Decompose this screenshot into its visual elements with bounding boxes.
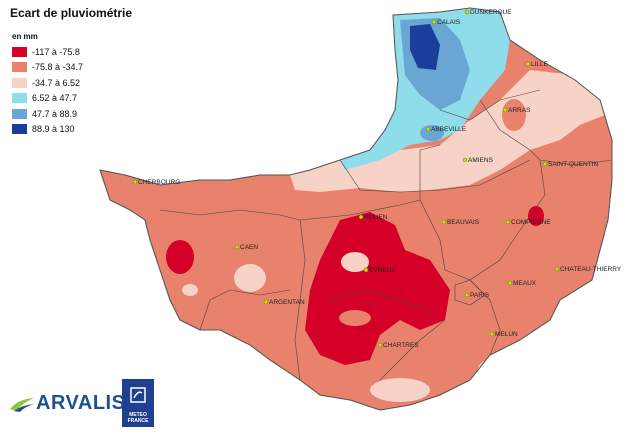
zone-hole-2 bbox=[339, 310, 371, 326]
region-outline bbox=[99, 7, 613, 411]
meteo-france-text: METEO FRANCE bbox=[122, 412, 154, 424]
zone-light-pink-s1 bbox=[234, 264, 266, 292]
city-label-saint-quentin: SAINT-QUENTIN bbox=[548, 161, 599, 168]
city-label-caen: CAEN bbox=[240, 244, 258, 251]
zone-dark-red-center bbox=[305, 212, 450, 365]
city-label-arras: ARRAS bbox=[508, 107, 531, 114]
legend-item: -75.8 à -34.7 bbox=[12, 60, 83, 76]
city-label-meaux: MEAUX bbox=[513, 280, 537, 287]
city-argentan[interactable]: ARGENTAN bbox=[263, 299, 305, 306]
city-label-paris: PARIS bbox=[470, 292, 490, 299]
zone-dark-blue bbox=[410, 24, 440, 70]
city-label-cherbourg: CHERBOURG bbox=[138, 179, 180, 186]
city-label-chateau-thierry: CHATEAU-THIERRY bbox=[560, 266, 622, 273]
legend-item: 6.52 à 47.7 bbox=[12, 91, 83, 107]
zone-dark-red-east bbox=[528, 206, 544, 226]
legend-swatch bbox=[12, 46, 27, 57]
city-amiens[interactable]: AMIENS bbox=[462, 157, 494, 164]
zone-hole-1 bbox=[341, 252, 369, 272]
legend-swatch bbox=[12, 124, 27, 135]
city-lille[interactable]: LILLE bbox=[525, 61, 549, 68]
meteo-line1: METEO bbox=[129, 412, 147, 418]
city-cherbourg[interactable]: CHERBOURG bbox=[132, 179, 180, 186]
meteo-france-logo: METEO FRANCE bbox=[122, 379, 154, 427]
legend-label: -34.7 à 6.52 bbox=[32, 77, 81, 88]
legend-item: 88.9 à 130 bbox=[12, 122, 83, 138]
legend-swatch bbox=[12, 108, 27, 119]
legend-label: 6.52 à 47.7 bbox=[32, 93, 78, 104]
arvalis-wordmark: ARVALIS bbox=[36, 392, 126, 414]
city-label-chartres: CHARTRES bbox=[383, 342, 419, 349]
zone-light-pink-s3 bbox=[182, 284, 198, 296]
legend-swatch bbox=[12, 62, 27, 73]
map-regions bbox=[99, 7, 613, 411]
city-compiegne[interactable]: COMPIEGNE bbox=[505, 219, 551, 226]
city-chartres[interactable]: CHARTRES bbox=[377, 342, 419, 349]
city-arras[interactable]: ARRAS bbox=[502, 107, 531, 114]
city-dunkerque[interactable]: DUNKERQUE bbox=[464, 9, 512, 16]
legend-label: 47.7 à 88.9 bbox=[32, 108, 78, 119]
city-label-lille: LILLE bbox=[531, 61, 549, 68]
city-label-beauvais: BEAUVAIS bbox=[447, 219, 480, 226]
legend-item: 47.7 à 88.9 bbox=[12, 106, 83, 122]
city-abbeville[interactable]: ABBEVILLE bbox=[425, 126, 467, 133]
legend-label: -117 à -75.8 bbox=[32, 46, 80, 57]
arvalis-swoosh-icon bbox=[10, 397, 34, 412]
city-meaux[interactable]: MEAUX bbox=[507, 280, 537, 287]
map-title: Ecart de pluviométrie bbox=[10, 6, 133, 20]
city-caen[interactable]: CAEN bbox=[234, 244, 258, 251]
city-beauvais[interactable]: BEAUVAIS bbox=[441, 219, 480, 226]
city-label-evreux: EVREUX bbox=[369, 267, 396, 274]
city-chateau-thierry[interactable]: CHATEAU-THIERRY bbox=[554, 266, 622, 273]
city-label-dunkerque: DUNKERQUE bbox=[470, 9, 512, 16]
legend-label: 88.9 à 130 bbox=[32, 124, 75, 135]
zone-light-pink-s2 bbox=[370, 378, 430, 402]
city-label-calais: CALAIS bbox=[437, 19, 461, 26]
zone-dark-red-arras bbox=[502, 99, 526, 131]
city-label-melun: MELUN bbox=[495, 331, 518, 338]
zone-light-pink-s4 bbox=[478, 360, 502, 380]
city-label-compiegne: COMPIEGNE bbox=[511, 219, 551, 226]
legend-unit: en mm bbox=[12, 32, 38, 41]
city-label-amiens: AMIENS bbox=[468, 157, 494, 164]
meteo-france-emblem-icon bbox=[130, 387, 146, 403]
city-label-argentan: ARGENTAN bbox=[269, 299, 305, 306]
legend-swatch bbox=[12, 93, 27, 104]
city-label-abbeville: ABBEVILLE bbox=[431, 126, 467, 133]
meteo-line2: FRANCE bbox=[127, 418, 149, 424]
city-paris[interactable]: PARIS bbox=[464, 292, 490, 299]
legend-swatch bbox=[12, 77, 27, 88]
legend-label: -75.8 à -34.7 bbox=[32, 62, 84, 73]
city-evreux[interactable]: EVREUX bbox=[363, 267, 396, 274]
zone-dark-red-west bbox=[166, 240, 194, 274]
city-rouen[interactable]: ROUEN bbox=[358, 214, 388, 221]
city-saint-quentin[interactable]: SAINT-QUENTIN bbox=[542, 161, 599, 168]
legend-item: -34.7 à 6.52 bbox=[12, 75, 83, 91]
city-melun[interactable]: MELUN bbox=[489, 331, 518, 338]
arvalis-logo: ARVALIS bbox=[8, 392, 125, 415]
legend: -117 à -75.8 -75.8 à -34.7 -34.7 à 6.52 … bbox=[12, 44, 83, 137]
department-borders bbox=[159, 89, 613, 381]
city-markers: CALAIS DUNKERQUE LILLE ARRAS ABBEVILLE A… bbox=[132, 9, 622, 349]
city-calais[interactable]: CALAIS bbox=[431, 19, 461, 26]
city-label-rouen: ROUEN bbox=[364, 214, 388, 221]
legend-item: -117 à -75.8 bbox=[12, 44, 83, 60]
